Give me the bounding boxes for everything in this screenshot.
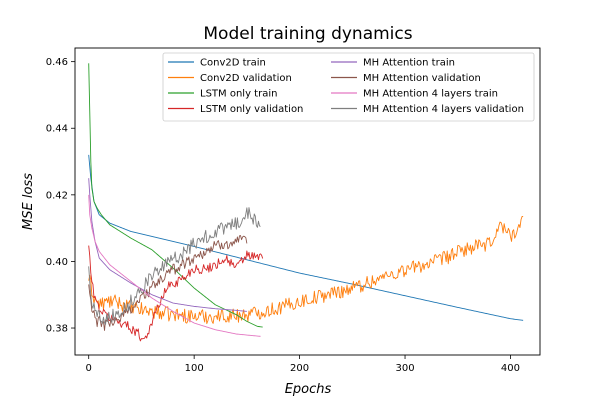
legend-box (162, 52, 535, 122)
series-line (88, 194, 261, 337)
series-line (88, 178, 247, 312)
series-layer (88, 63, 524, 342)
series-line (88, 207, 261, 325)
y-tick-label: 0.42 (46, 190, 68, 201)
legend-label: MH Attention train (363, 58, 455, 69)
x-tick-label: 200 (290, 363, 309, 374)
y-axis: 0.38 0.40 0.42 0.44 0.46 (46, 57, 75, 335)
y-tick-label: 0.38 (46, 324, 68, 335)
x-axis-label: Epochs (285, 382, 332, 397)
y-axis-label: MSE loss (21, 173, 36, 230)
legend-label: MH Attention 4 layers validation (363, 104, 524, 115)
plot-frame (74, 47, 541, 356)
x-tick-label: 300 (395, 363, 414, 374)
x-axis: 0 100 200 300 400 (86, 355, 520, 374)
y-tick-label: 0.40 (46, 257, 68, 268)
legend: Conv2D train Conv2D validation LSTM only t… (162, 52, 535, 122)
legend-label: Conv2D validation (200, 73, 292, 84)
legend-label: MH Attention 4 layers train (363, 89, 498, 100)
legend-label: Conv2D train (200, 58, 266, 69)
legend-label: LSTM only validation (200, 104, 303, 115)
x-tick-label: 100 (185, 363, 204, 374)
series-line (88, 215, 524, 325)
y-tick-label: 0.44 (46, 124, 68, 135)
y-tick-label: 0.46 (46, 57, 68, 68)
series-line (88, 235, 248, 331)
chart-title: Model training dynamics (203, 24, 412, 44)
x-tick-label: 0 (86, 363, 92, 374)
series-line (88, 154, 524, 321)
legend-label: LSTM only train (200, 89, 277, 100)
series-line (88, 245, 264, 342)
legend-label: MH Attention validation (363, 73, 481, 84)
x-tick-label: 400 (501, 363, 520, 374)
